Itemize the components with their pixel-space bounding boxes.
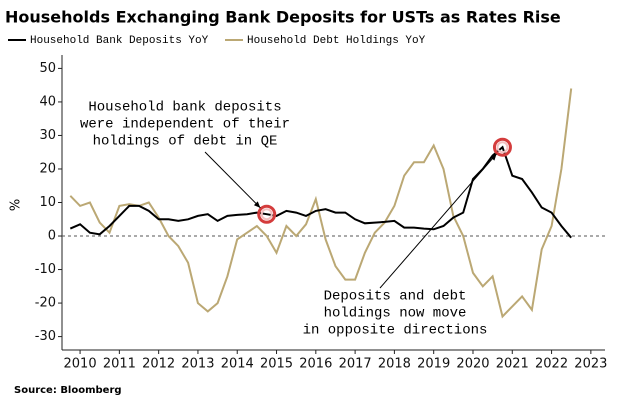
legend-label: Household Bank Deposits YoY: [30, 35, 209, 47]
y-tick-label: -30: [35, 329, 56, 344]
annotation-text: Household bank deposits: [88, 100, 281, 116]
source: Source: Bloomberg: [14, 385, 122, 396]
x-tick-label: 2012: [142, 357, 175, 372]
x-tick-label: 2015: [260, 357, 293, 372]
x-tick-label: 2017: [339, 357, 372, 372]
arrow-shaft: [379, 153, 497, 289]
annotation-text: holdings now move: [324, 306, 467, 322]
y-tick-label: 30: [39, 128, 56, 143]
y-tick-label: 10: [39, 195, 56, 210]
x-tick-label: 2014: [221, 357, 254, 372]
y-tick-label: 20: [39, 161, 56, 176]
annotation-text: were independent of their: [80, 117, 290, 133]
y-tick-label: 0: [48, 229, 56, 244]
y-axis-label: %: [9, 199, 24, 211]
highlight-ring: [257, 204, 277, 224]
x-tick-label: 2018: [378, 357, 411, 372]
y-tick-label: 50: [39, 61, 56, 76]
annotation-text: Deposits and debt: [324, 289, 467, 305]
chart-title: Households Exchanging Bank Deposits for …: [5, 8, 561, 27]
x-tick-label: 2021: [496, 357, 529, 372]
highlight-ring: [492, 137, 512, 157]
x-tick-label: 2023: [574, 357, 607, 372]
highlight-ring-inner: [260, 208, 273, 221]
x-tick-label: 2019: [417, 357, 450, 372]
x-tick-label: 2022: [535, 357, 568, 372]
annotation-text: holdings of debt in QE: [93, 134, 278, 150]
arrow-head: [490, 153, 497, 161]
highlight-ring-inner: [496, 141, 509, 154]
annotation-text: in opposite directions: [303, 323, 488, 339]
series-line: [69, 145, 572, 239]
x-tick-label: 2011: [103, 357, 136, 372]
y-tick-label: -20: [35, 296, 56, 311]
arrow-shaft: [204, 151, 261, 209]
x-tick-label: 2013: [181, 357, 214, 372]
arrow-head: [253, 201, 261, 208]
x-tick-label: 2020: [456, 357, 489, 372]
x-tick-label: 2016: [299, 357, 332, 372]
y-tick-label: 40: [39, 94, 56, 109]
series-line: [69, 88, 573, 319]
x-tick-label: 2010: [64, 357, 97, 372]
legend-label: Household Debt Holdings YoY: [247, 35, 426, 47]
y-tick-label: -10: [35, 262, 56, 277]
